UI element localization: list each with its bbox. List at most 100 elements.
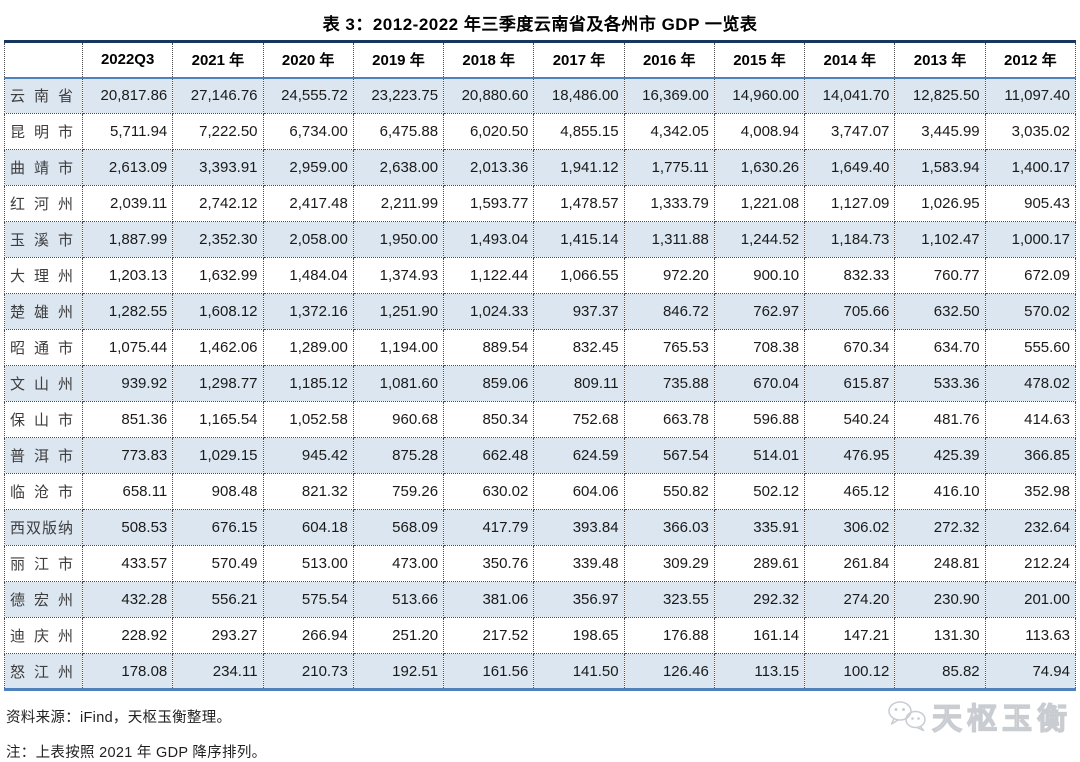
gdp-value-cell: 335.91 bbox=[713, 509, 806, 546]
gdp-value-cell: 540.24 bbox=[804, 401, 896, 438]
table-row: 怒江州 178.08 234.11 210.73 192.51 161.56 141.50 1… bbox=[4, 653, 1077, 690]
gdp-value-cell: 417.79 bbox=[443, 509, 535, 546]
gdp-value-cell: 1,282.55 bbox=[81, 293, 174, 330]
gdp-value-cell: 2,417.48 bbox=[262, 185, 354, 222]
gdp-value-cell: 1,593.77 bbox=[443, 185, 535, 222]
gdp-value-cell: 1,052.58 bbox=[262, 401, 354, 438]
year-column-header: 2014 年 bbox=[804, 41, 896, 79]
gdp-value-cell: 1,000.17 bbox=[984, 221, 1077, 258]
gdp-value-cell: 2,352.30 bbox=[172, 221, 264, 258]
gdp-value-cell: 7,222.50 bbox=[172, 113, 264, 150]
gdp-value-cell: 352.98 bbox=[984, 473, 1077, 510]
gdp-value-cell: 3,445.99 bbox=[894, 113, 986, 150]
gdp-value-cell: 20,880.60 bbox=[443, 77, 535, 114]
gdp-value-cell: 502.12 bbox=[713, 473, 806, 510]
gdp-value-cell: 100.12 bbox=[804, 653, 896, 690]
gdp-value-cell: 478.02 bbox=[984, 365, 1077, 402]
gdp-value-cell: 556.21 bbox=[172, 581, 264, 618]
table-header-row: 2022Q3 2021 年 2020 年 2019 年 2018 年 2017 年 2016… bbox=[4, 41, 1077, 79]
gdp-value-cell: 18,486.00 bbox=[533, 77, 625, 114]
corner-cell bbox=[4, 41, 83, 79]
gdp-value-cell: 212.24 bbox=[984, 545, 1077, 582]
gdp-value-cell: 3,747.07 bbox=[804, 113, 896, 150]
gdp-value-cell: 465.12 bbox=[804, 473, 896, 510]
region-label: 丽江市 bbox=[4, 545, 83, 582]
gdp-value-cell: 1,066.55 bbox=[533, 257, 625, 294]
gdp-table: 2022Q3 2021 年 2020 年 2019 年 2018 年 2017 年 2016… bbox=[4, 40, 1077, 691]
region-label: 昭通市 bbox=[4, 329, 83, 366]
gdp-value-cell: 176.88 bbox=[623, 617, 715, 654]
gdp-value-cell: 1,165.54 bbox=[172, 401, 264, 438]
gdp-value-cell: 514.01 bbox=[713, 437, 806, 474]
gdp-value-cell: 513.00 bbox=[262, 545, 354, 582]
gdp-value-cell: 1,478.57 bbox=[533, 185, 625, 222]
gdp-value-cell: 20,817.86 bbox=[81, 77, 174, 114]
table-row: 文山州 939.92 1,298.77 1,185.12 1,081.60 859.06 8… bbox=[4, 365, 1077, 402]
gdp-value-cell: 1,950.00 bbox=[352, 221, 445, 258]
gdp-value-cell: 178.08 bbox=[81, 653, 174, 690]
year-column-header: 2015 年 bbox=[713, 41, 806, 79]
year-column-header: 2022Q3 bbox=[81, 41, 174, 79]
gdp-value-cell: 762.97 bbox=[713, 293, 806, 330]
table-row: 临沧市 658.11 908.48 821.32 759.26 630.02 604.06 5… bbox=[4, 473, 1077, 510]
gdp-value-cell: 735.88 bbox=[623, 365, 715, 402]
table-row: 红河州 2,039.11 2,742.12 2,417.48 2,211.99 1,593… bbox=[4, 185, 1077, 222]
gdp-value-cell: 676.15 bbox=[172, 509, 264, 546]
gdp-value-cell: 272.32 bbox=[894, 509, 986, 546]
year-column-header: 2018 年 bbox=[443, 41, 535, 79]
gdp-value-cell: 2,959.00 bbox=[262, 149, 354, 186]
gdp-value-cell: 1,372.16 bbox=[262, 293, 354, 330]
gdp-value-cell: 1,493.04 bbox=[443, 221, 535, 258]
gdp-value-cell: 821.32 bbox=[262, 473, 354, 510]
gdp-value-cell: 1,374.93 bbox=[352, 257, 445, 294]
gdp-value-cell: 126.46 bbox=[623, 653, 715, 690]
region-label: 怒江州 bbox=[4, 653, 83, 690]
gdp-value-cell: 24,555.72 bbox=[262, 77, 354, 114]
gdp-value-cell: 832.33 bbox=[804, 257, 896, 294]
table-row: 昭通市 1,075.44 1,462.06 1,289.00 1,194.00 889.5… bbox=[4, 329, 1077, 366]
gdp-value-cell: 2,013.36 bbox=[443, 149, 535, 186]
gdp-value-cell: 1,608.12 bbox=[172, 293, 264, 330]
gdp-value-cell: 234.11 bbox=[172, 653, 264, 690]
gdp-value-cell: 217.52 bbox=[443, 617, 535, 654]
gdp-value-cell: 1,075.44 bbox=[81, 329, 174, 366]
region-label: 楚雄州 bbox=[4, 293, 83, 330]
gdp-value-cell: 232.64 bbox=[984, 509, 1077, 546]
gdp-value-cell: 3,035.02 bbox=[984, 113, 1077, 150]
gdp-value-cell: 1,484.04 bbox=[262, 257, 354, 294]
gdp-value-cell: 705.66 bbox=[804, 293, 896, 330]
region-label: 迪庆州 bbox=[4, 617, 83, 654]
gdp-value-cell: 846.72 bbox=[623, 293, 715, 330]
gdp-value-cell: 752.68 bbox=[533, 401, 625, 438]
gdp-value-cell: 198.65 bbox=[533, 617, 625, 654]
gdp-value-cell: 6,475.88 bbox=[352, 113, 445, 150]
table-row: 西双版纳 508.53 676.15 604.18 568.09 417.79 393.84… bbox=[4, 509, 1077, 546]
gdp-value-cell: 425.39 bbox=[894, 437, 986, 474]
table-body: 云南省 20,817.86 27,146.76 24,555.72 23,223.75 2… bbox=[4, 77, 1077, 690]
year-column-header: 2016 年 bbox=[623, 41, 715, 79]
gdp-value-cell: 1,024.33 bbox=[443, 293, 535, 330]
gdp-value-cell: 1,583.94 bbox=[894, 149, 986, 186]
table-row: 云南省 20,817.86 27,146.76 24,555.72 23,223.75 2… bbox=[4, 77, 1077, 114]
gdp-value-cell: 6,734.00 bbox=[262, 113, 354, 150]
gdp-value-cell: 1,775.11 bbox=[623, 149, 715, 186]
gdp-value-cell: 759.26 bbox=[352, 473, 445, 510]
gdp-value-cell: 765.53 bbox=[623, 329, 715, 366]
gdp-value-cell: 381.06 bbox=[443, 581, 535, 618]
gdp-value-cell: 113.63 bbox=[984, 617, 1077, 654]
gdp-value-cell: 832.45 bbox=[533, 329, 625, 366]
table-title: 表 3：2012-2022 年三季度云南省及各州市 GDP 一览表 bbox=[322, 15, 758, 34]
gdp-value-cell: 414.63 bbox=[984, 401, 1077, 438]
year-column-header: 2021 年 bbox=[172, 41, 264, 79]
gdp-value-cell: 555.60 bbox=[984, 329, 1077, 366]
gdp-value-cell: 567.54 bbox=[623, 437, 715, 474]
region-label: 文山州 bbox=[4, 365, 83, 402]
gdp-value-cell: 1,221.08 bbox=[713, 185, 806, 222]
gdp-value-cell: 2,211.99 bbox=[352, 185, 445, 222]
gdp-value-cell: 2,638.00 bbox=[352, 149, 445, 186]
gdp-value-cell: 432.28 bbox=[81, 581, 174, 618]
gdp-value-cell: 356.97 bbox=[533, 581, 625, 618]
gdp-value-cell: 2,058.00 bbox=[262, 221, 354, 258]
gdp-value-cell: 1,251.90 bbox=[352, 293, 445, 330]
region-label: 临沧市 bbox=[4, 473, 83, 510]
